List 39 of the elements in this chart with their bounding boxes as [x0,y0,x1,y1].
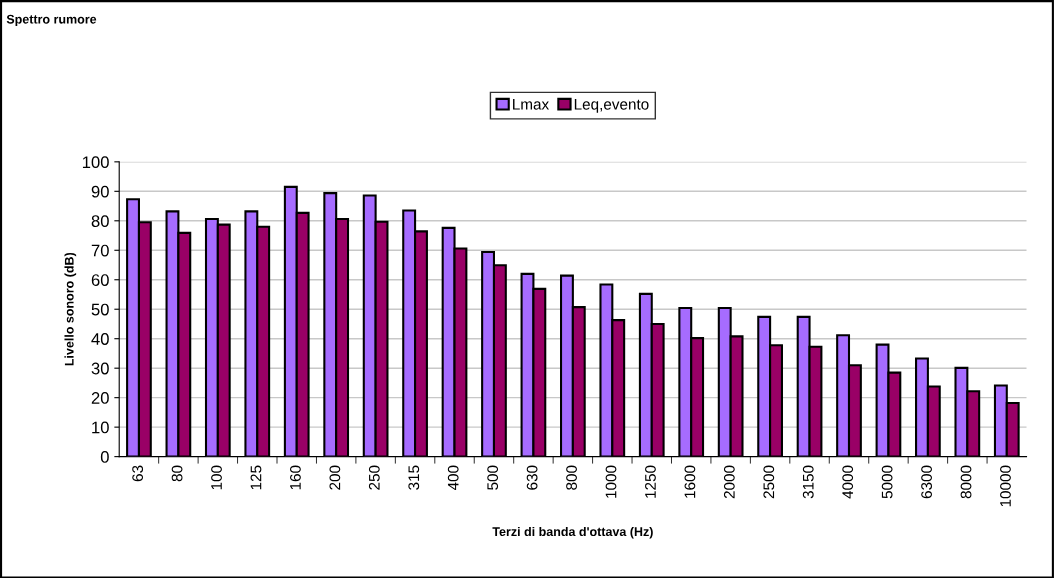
x-tick-label: 400 [447,465,459,491]
y-tick-label: 90 [91,185,109,198]
y-tick-label: 20 [91,392,109,404]
y-tick-label: 100 [82,156,109,169]
y-tick-label: 70 [91,244,109,257]
x-tick-label: 800 [566,465,577,490]
legend-label: Leq,evento [574,99,649,113]
x-tick-label: 2000 [723,465,735,499]
y-tick-label: 0 [100,451,109,463]
x-tick-label: 1000 [605,465,617,498]
x-tick-label: 80 [171,465,183,482]
x-tick-label: 8000 [960,465,972,499]
x-tick-label: 2500 [763,465,775,499]
x-tick-label: 10000 [1000,465,1011,507]
y-tick-label: 10 [92,421,109,434]
y-axis-title: Livello sonoro (dB) [64,252,77,366]
x-tick-label: 100 [211,465,222,490]
x-tick-label: 4000 [842,465,854,499]
x-axis-title: Terzi di banda d'ottava (Hz) [492,526,653,539]
y-tick-label: 80 [91,215,109,227]
y-tick-label: 40 [91,333,109,345]
y-tick-label: 50 [91,303,109,316]
x-tick-label: 160 [290,465,301,490]
x-tick-label: 200 [329,465,341,490]
x-tick-label: 500 [487,465,499,490]
x-tick-label: 6300 [921,465,932,499]
chart-title: Spettro rumore [6,14,97,27]
x-tick-label: 3150 [802,465,814,499]
x-tick-label: 5000 [881,465,893,499]
x-tick-label: 125 [250,465,262,490]
y-tick-label: 60 [91,274,109,286]
x-tick-label: 1600 [684,465,696,498]
x-tick-label: 250 [368,465,380,490]
x-tick-label: 630 [526,465,538,490]
x-tick-label: 315 [408,465,420,490]
x-tick-label: 1250 [645,465,656,498]
legend-label: Lmax [513,99,549,110]
x-tick-label: 63 [132,465,144,482]
y-tick-label: 30 [91,362,109,375]
